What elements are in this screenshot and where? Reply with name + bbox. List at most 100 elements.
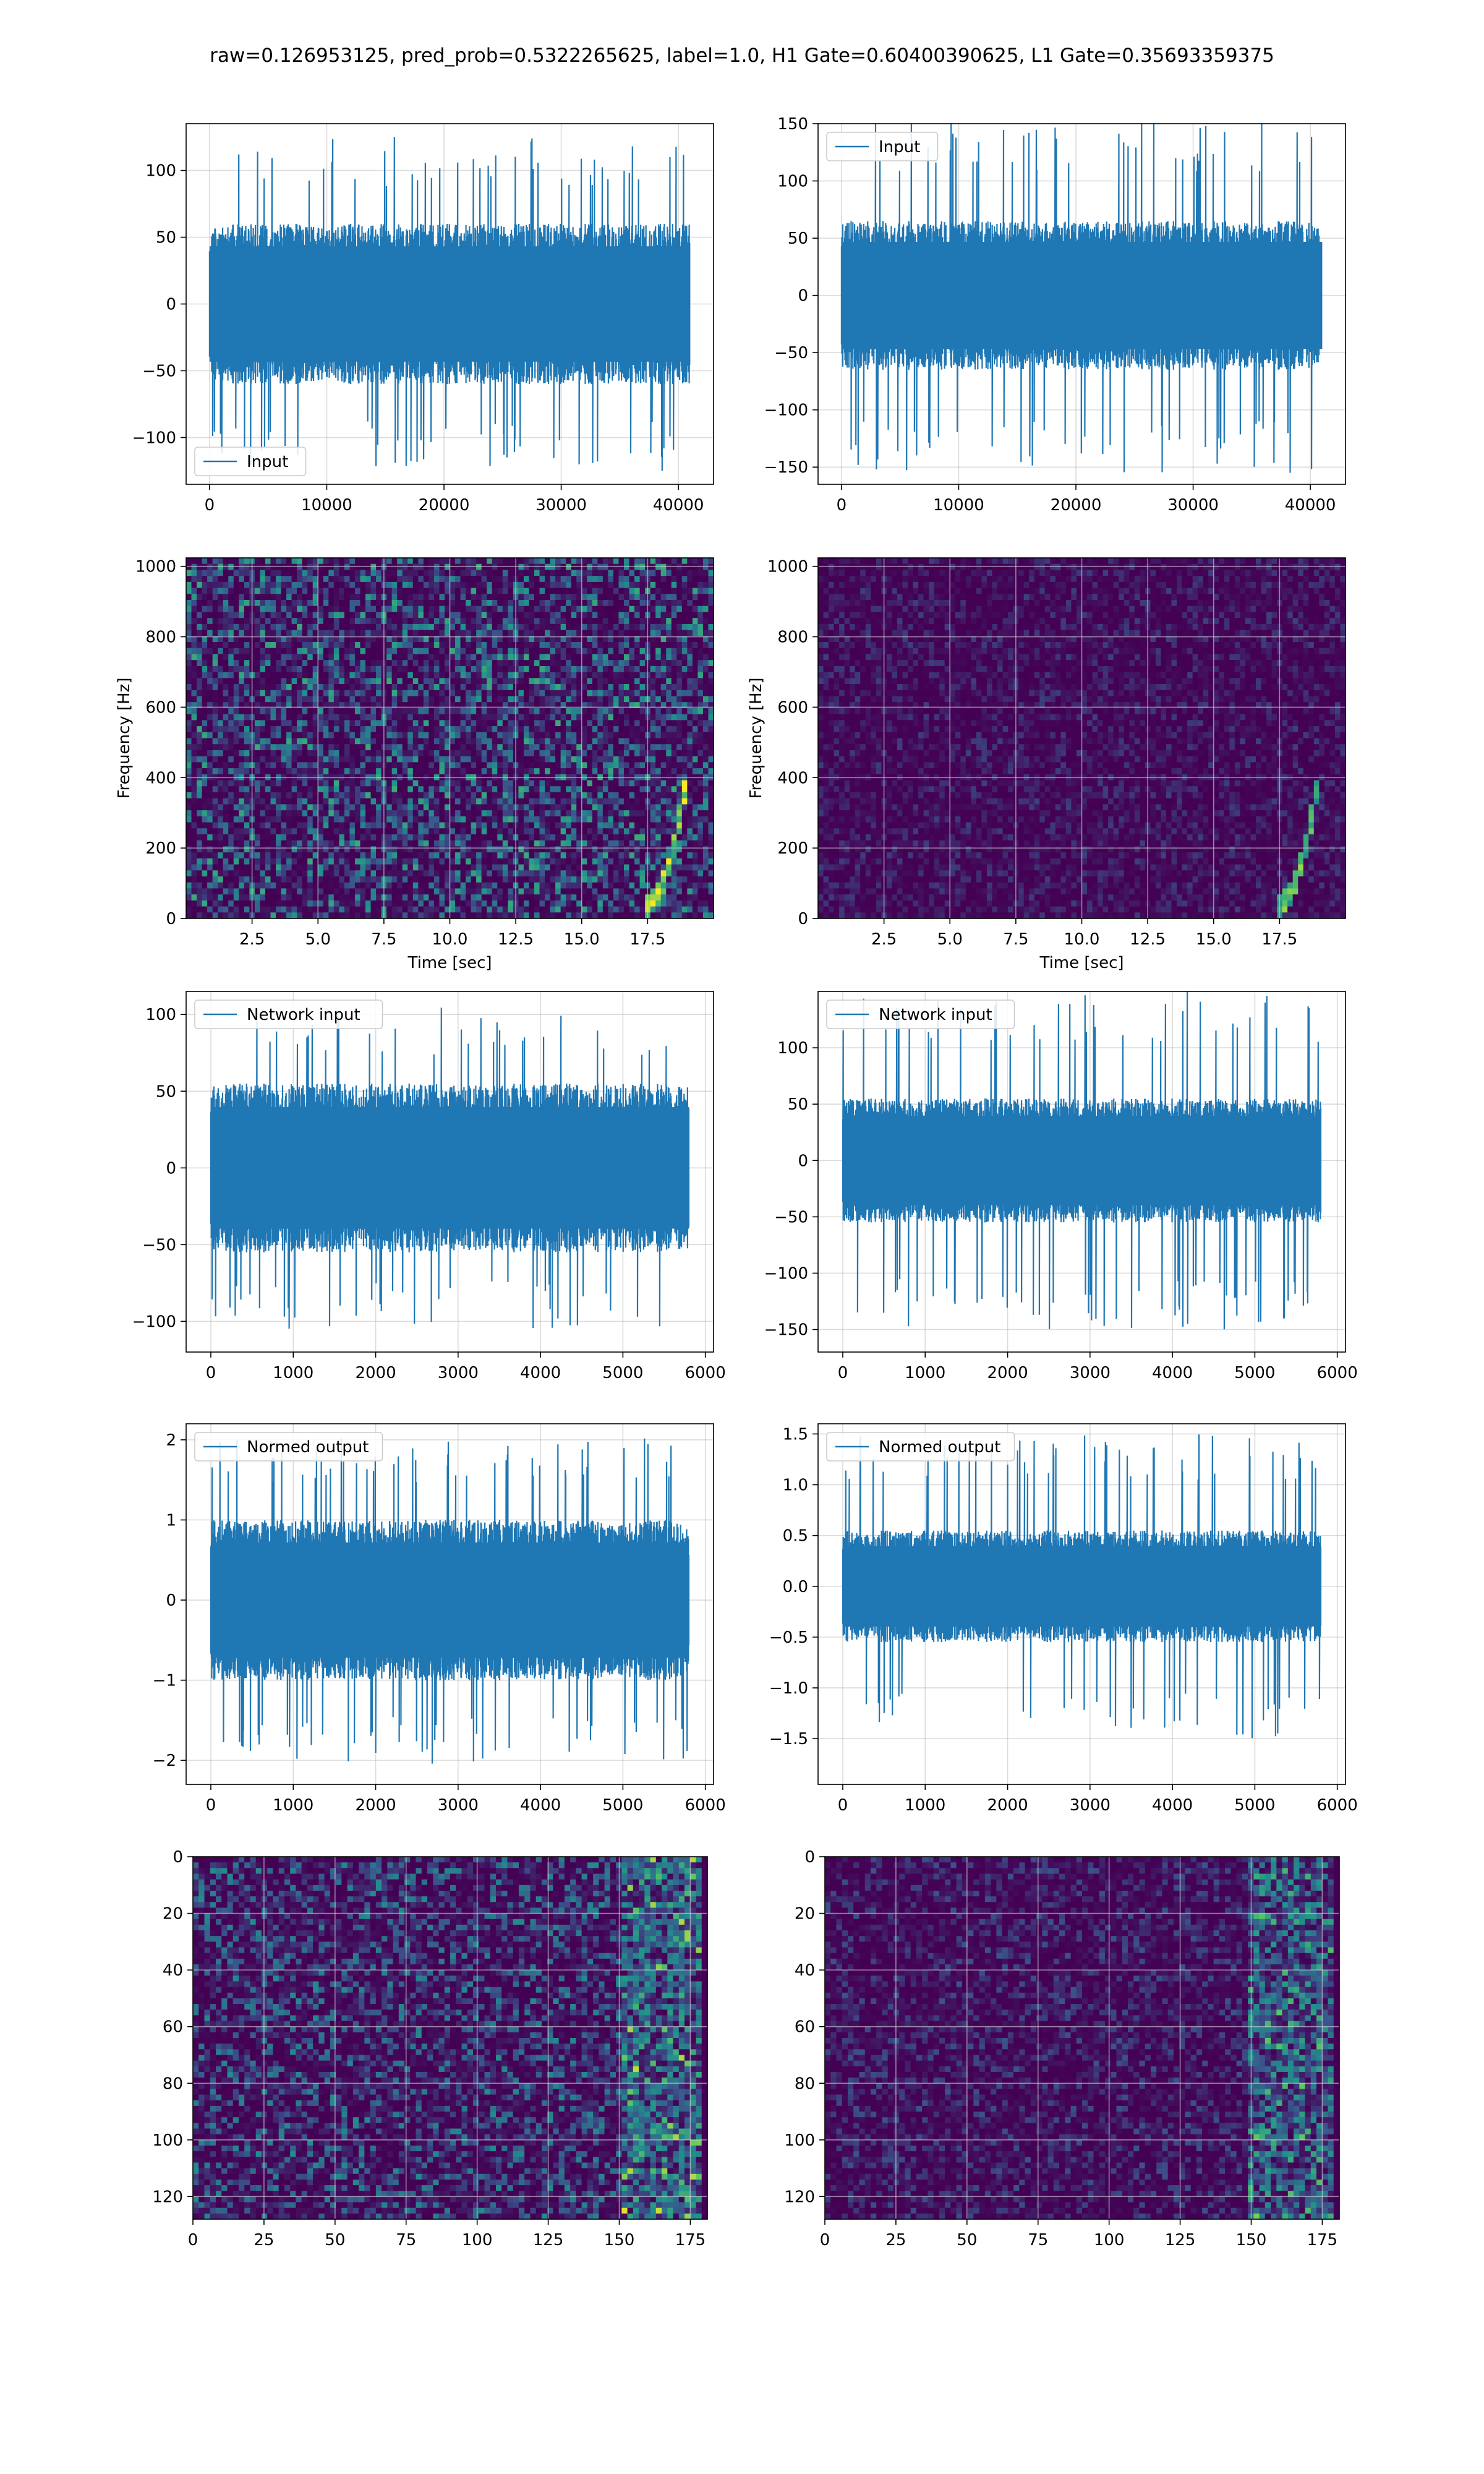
y-tick-label: 0: [804, 1848, 815, 1867]
gridlines: [818, 558, 1345, 918]
y-tick-label: 120: [784, 2188, 815, 2206]
series-core-band: [210, 1542, 689, 1658]
axes-frame: [824, 1856, 1340, 2220]
y-tick-label: 800: [777, 628, 808, 647]
x-tick-label: 30000: [1167, 496, 1219, 515]
x-tick-label: 5000: [602, 1796, 643, 1815]
legend: Input: [194, 447, 307, 476]
y-tick-label: −50: [774, 344, 808, 362]
y-tick-label: 150: [777, 115, 808, 134]
y-tick-label: 0: [166, 1591, 176, 1610]
x-tick-label: 50: [957, 2231, 977, 2249]
panel-p2: 0 10000 20000 30000 40000 −150 −100 −50 0 50 100 15…: [764, 115, 1346, 515]
y-tick-label: 1.0: [783, 1476, 808, 1495]
gridlines: [186, 558, 714, 918]
panel-p4: 2.5 5.0 7.5 10.0 12.5 15.0 17.5 0 200 400 600 800 10…: [747, 557, 1346, 972]
x-tick-label: 150: [1236, 2231, 1267, 2249]
x-tick-label: 17.5: [1261, 930, 1297, 949]
panel-p5: 0 1000 2000 3000 4000 5000 6000 −100 −50 0 50 100 Ne…: [132, 991, 726, 1382]
legend-label: Input: [879, 138, 920, 156]
y-tick-label: 0.5: [783, 1527, 808, 1546]
y-tick-label: 0: [166, 910, 176, 928]
heatmap-cells: [818, 558, 1345, 918]
plot-area: [818, 1424, 1345, 1784]
y-tick-label: −100: [132, 1312, 176, 1331]
y-tick-label: 100: [145, 1006, 176, 1024]
x-tick-label: 0: [837, 496, 847, 515]
legend: Normed output: [194, 1432, 383, 1462]
y-tick-label: 400: [777, 769, 808, 787]
legend: Normed output: [826, 1432, 1015, 1462]
y-tick-label: −100: [132, 429, 176, 447]
axes-frame: [186, 1423, 714, 1785]
gridlines: [193, 1857, 707, 2219]
y-tick-label: 40: [163, 1961, 183, 1980]
x-tick-label: 15.0: [564, 930, 600, 949]
plot-area: [825, 1857, 1339, 2219]
y-tick-label: −1.0: [769, 1679, 808, 1698]
y-tick-label: 1000: [767, 558, 808, 576]
x-tick-label: 3000: [438, 1364, 479, 1382]
y-tick-label: 0: [166, 296, 176, 314]
y-tick-label: 0: [798, 287, 808, 306]
panel-p9: 0 25 50 75 100 125 150 175 0 20 40 60 80 100 120: [152, 1848, 708, 2249]
legend-label: Normed output: [879, 1438, 1000, 1457]
y-tick-label: 0: [166, 1159, 176, 1178]
y-tick-label: 600: [777, 698, 808, 717]
y-tick-label: 120: [152, 2188, 183, 2206]
x-tick-label: 175: [675, 2231, 706, 2249]
x-tick-label: 0: [188, 2231, 198, 2249]
y-tick-label: 80: [795, 2074, 815, 2093]
panel-p1: 0 10000 20000 30000 40000 −100 −50 0 50 100 Input: [132, 123, 714, 515]
x-tick-label: 4000: [520, 1364, 561, 1382]
y-axis-label: Frequency [Hz]: [115, 677, 134, 798]
plot-area: [186, 991, 714, 1352]
x-tick-label: 4000: [520, 1796, 561, 1815]
y-tick-label: 1.5: [783, 1425, 808, 1444]
gridlines: [825, 1857, 1339, 2219]
panel-p10: 0 25 50 75 100 125 150 175 0 20 40 60 80 100 120: [784, 1848, 1340, 2249]
y-tick-label: −150: [764, 458, 808, 477]
heatmap-cells: [825, 1857, 1339, 2219]
x-tick-label: 40000: [653, 496, 704, 515]
y-tick-label: 80: [163, 2074, 183, 2093]
x-tick-label: 12.5: [1130, 930, 1166, 949]
x-tick-label: 0: [205, 496, 215, 515]
plot-area: [186, 124, 714, 484]
y-tick-label: 50: [156, 1082, 176, 1101]
y-tick-label: −1: [153, 1672, 176, 1690]
y-tick-label: −2: [153, 1752, 176, 1770]
x-tick-label: 0: [820, 2231, 830, 2249]
y-tick-label: 100: [777, 1039, 808, 1058]
plot-area: [818, 124, 1345, 484]
x-tick-label: 0: [206, 1796, 216, 1815]
x-tick-label: 1000: [273, 1796, 313, 1815]
y-axis-label: Frequency [Hz]: [747, 677, 765, 798]
axes-frame: [186, 991, 714, 1353]
x-tick-label: 2000: [987, 1796, 1028, 1815]
plot-area: [186, 1424, 714, 1784]
y-tick-label: 100: [145, 162, 176, 181]
panel-p8: 0 1000 2000 3000 4000 5000 6000 −1.5 −1.0 −0.5 0.0…: [769, 1423, 1358, 1815]
x-tick-label: 25: [254, 2231, 274, 2249]
panel-p7: 0 1000 2000 3000 4000 5000 6000 −2 −1 0 1 2 Normed o…: [153, 1423, 726, 1815]
y-tick-label: 400: [145, 769, 176, 787]
legend: Network input: [194, 999, 383, 1029]
x-tick-label: 75: [396, 2231, 416, 2249]
legend-label: Input: [247, 453, 288, 471]
x-tick-label: 4000: [1152, 1364, 1193, 1382]
x-tick-label: 3000: [1070, 1796, 1111, 1815]
x-tick-label: 6000: [1317, 1796, 1358, 1815]
legend-label: Normed output: [247, 1438, 369, 1457]
y-tick-label: 800: [145, 628, 176, 647]
y-tick-label: −50: [142, 1236, 176, 1254]
x-tick-label: 2000: [355, 1796, 396, 1815]
y-tick-label: 1: [166, 1511, 176, 1530]
axes-frame: [192, 1856, 708, 2220]
y-tick-label: 50: [788, 1095, 808, 1114]
plot-area: [818, 558, 1345, 918]
x-tick-label: 100: [462, 2231, 493, 2249]
x-tick-label: 75: [1028, 2231, 1048, 2249]
x-tick-label: 6000: [685, 1796, 726, 1815]
